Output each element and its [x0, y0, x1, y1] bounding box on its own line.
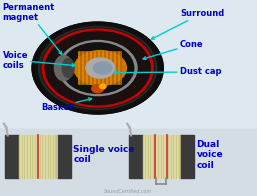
- Text: Basket: Basket: [41, 98, 91, 112]
- Ellipse shape: [34, 24, 161, 113]
- Ellipse shape: [54, 55, 73, 81]
- Ellipse shape: [62, 58, 74, 78]
- Ellipse shape: [39, 27, 157, 109]
- Text: Dual
voice
coil: Dual voice coil: [197, 140, 223, 170]
- Ellipse shape: [86, 58, 115, 78]
- Ellipse shape: [32, 22, 163, 114]
- Ellipse shape: [40, 28, 155, 108]
- Text: SoundCertified.com: SoundCertified.com: [104, 189, 153, 194]
- Text: Permanent
magnet: Permanent magnet: [3, 3, 62, 54]
- Text: Dust cap: Dust cap: [114, 67, 221, 76]
- Ellipse shape: [36, 25, 159, 111]
- Text: Single voice
coil: Single voice coil: [73, 145, 135, 164]
- Ellipse shape: [99, 84, 106, 89]
- Ellipse shape: [94, 62, 112, 74]
- Bar: [0, 129, 257, 196]
- Bar: [57, 135, 71, 178]
- Ellipse shape: [92, 84, 104, 93]
- Text: Surround: Surround: [151, 9, 224, 39]
- Ellipse shape: [45, 31, 150, 105]
- Bar: [19, 135, 57, 178]
- Ellipse shape: [38, 26, 157, 110]
- Ellipse shape: [41, 28, 155, 108]
- Bar: [180, 135, 194, 178]
- Text: Cone: Cone: [143, 40, 204, 60]
- Ellipse shape: [62, 43, 134, 93]
- Ellipse shape: [58, 41, 137, 96]
- Bar: [128, 135, 143, 178]
- Text: Voice
coils: Voice coils: [3, 51, 75, 70]
- Bar: [5, 135, 19, 178]
- Ellipse shape: [74, 51, 126, 85]
- Bar: [143, 135, 180, 178]
- Ellipse shape: [32, 22, 163, 114]
- Ellipse shape: [43, 29, 153, 107]
